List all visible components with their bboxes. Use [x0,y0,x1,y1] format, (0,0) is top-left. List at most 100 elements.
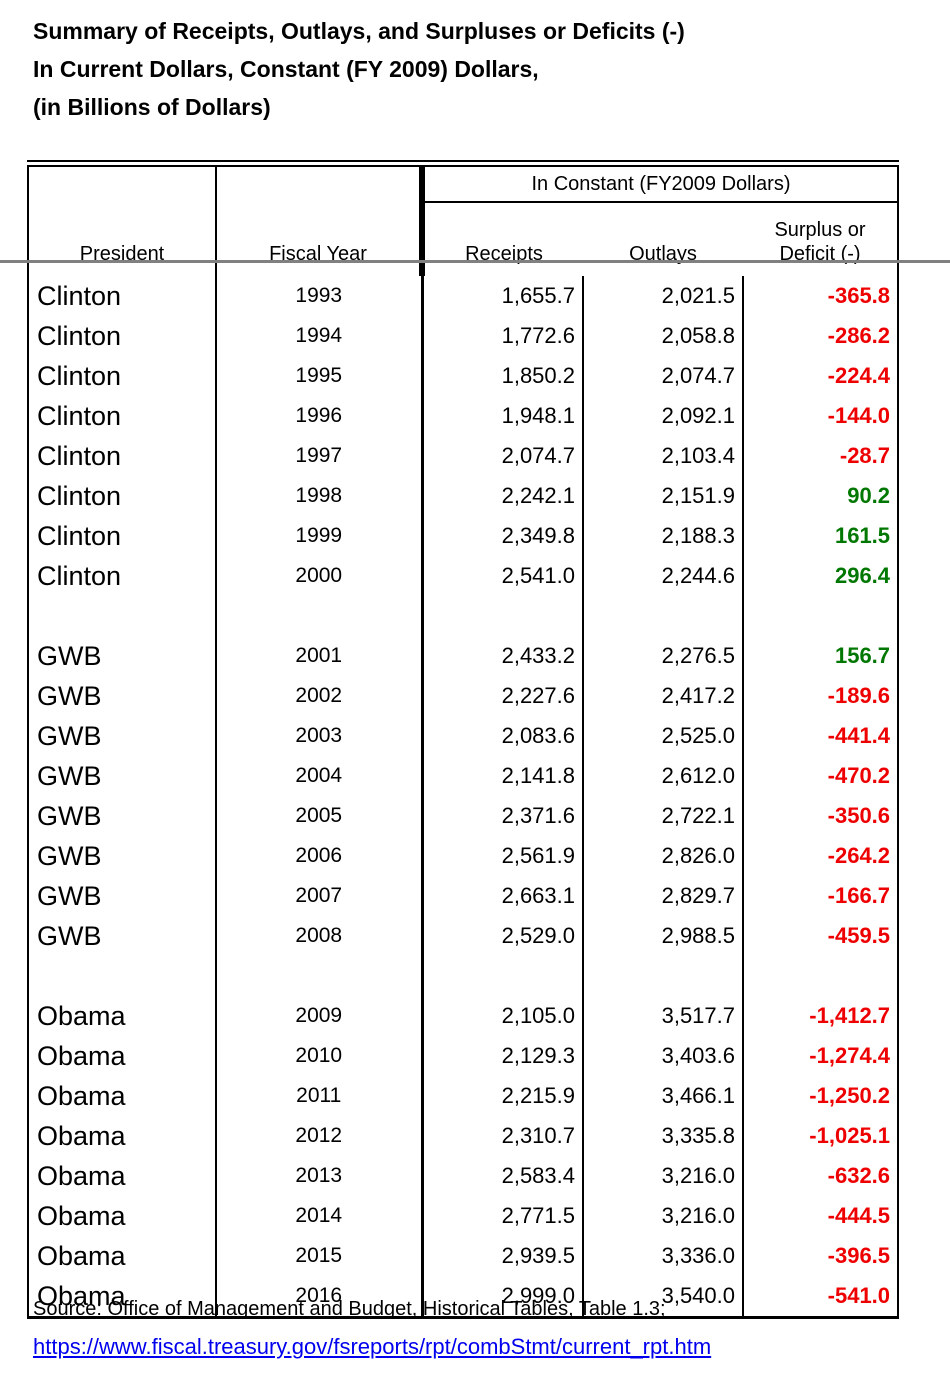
receipts-cell: 2,939.5 [420,1236,583,1276]
receipts-cell: 2,541.0 [420,556,583,596]
surplus-header-line-1: Surplus or [774,219,866,241]
year-cell: 1998 [215,476,422,516]
source-text: Source: Office of Management and Budget,… [33,1298,666,1320]
president-cell: Obama [37,1120,126,1151]
receipts-cell: 2,663.1 [420,876,583,916]
separator-row [28,956,899,996]
balance-cell: 90.2 [741,476,899,516]
outlays-cell: 3,403.6 [582,1036,743,1076]
title-line-1: Summary of Receipts, Outlays, and Surplu… [33,18,685,44]
separator-row [28,596,899,636]
receipts-cell: 2,242.1 [420,476,583,516]
year-cell [215,956,422,996]
source-link[interactable]: https://www.fiscal.treasury.gov/fsreport… [33,1334,712,1359]
balance-cell: -224.4 [741,356,899,396]
header-body-divider [0,260,950,263]
outlays-cell [582,956,743,996]
year-cell: 2002 [215,676,422,716]
outlays-cell: 2,612.0 [582,756,743,796]
year-cell: 2001 [215,636,422,676]
outlays-cell [582,596,743,636]
president-cell: GWB [37,760,102,791]
outlays-cell: 3,517.7 [582,996,743,1036]
receipts-cell: 1,948.1 [420,396,583,436]
year-cell: 1996 [215,396,422,436]
receipts-cell: 2,999.0 [420,1276,583,1318]
balance-cell: -396.5 [741,1236,899,1276]
president-cell: Clinton [37,560,122,591]
president-cell: Clinton [37,480,122,511]
president-cell: Obama [37,1080,126,1111]
president-cell: Obama [37,1000,126,1031]
balance-cell: -144.0 [741,396,899,436]
table-row: Clinton 1995 1,850.2 2,074.7 -224.4 [28,356,899,396]
balance-cell: 296.4 [741,556,899,596]
year-cell: 1994 [215,316,422,356]
page-title: Summary of Receipts, Outlays, and Surplu… [33,12,685,126]
balance-cell: -1,412.7 [741,996,899,1036]
year-cell: 2005 [215,796,422,836]
table-row: Obama 2013 2,583.4 3,216.0 -632.6 [28,1156,899,1196]
year-cell: 2000 [215,556,422,596]
year-cell: 2016 [215,1276,422,1318]
year-cell: 1997 [215,436,422,476]
table-row: Obama 2010 2,129.3 3,403.6 -1,274.4 [28,1036,899,1076]
outlays-cell: 2,092.1 [582,396,743,436]
year-cell: 2004 [215,756,422,796]
year-cell: 2014 [215,1196,422,1236]
table-body: Clinton 1993 1,655.7 2,021.5 -365.8 Clinton 19… [28,276,899,1318]
year-cell: 1993 [215,276,422,316]
outlays-cell: 3,336.0 [582,1236,743,1276]
table-row: Clinton 1996 1,948.1 2,092.1 -144.0 [28,396,899,436]
year-cell: 2013 [215,1156,422,1196]
outlays-cell: 2,244.6 [582,556,743,596]
title-line-2: In Current Dollars, Constant (FY 2009) D… [33,56,539,82]
table-row: GWB 2001 2,433.2 2,276.5 156.7 [28,636,899,676]
table-row: Obama 2012 2,310.7 3,335.8 -1,025.1 [28,1116,899,1156]
table-row: GWB 2007 2,663.1 2,829.7 -166.7 [28,876,899,916]
balance-cell: -264.2 [741,836,899,876]
outlays-cell: 2,525.0 [582,716,743,756]
table-header: President Fiscal Year In Constant (FY200… [28,163,899,276]
receipts-cell: 1,850.2 [420,356,583,396]
balance-cell: -632.6 [741,1156,899,1196]
outlays-cell: 3,216.0 [582,1196,743,1236]
receipts-cell: 1,655.7 [420,276,583,316]
table-row: Clinton 1993 1,655.7 2,021.5 -365.8 [28,276,899,316]
col-header-fiscal-year: Fiscal Year [215,163,422,276]
receipts-cell: 2,227.6 [420,676,583,716]
col-header-surplus-deficit: Surplus or Deficit (-) [743,202,898,276]
outlays-cell: 2,103.4 [582,436,743,476]
president-cell [28,956,216,996]
table-row: Clinton 1994 1,772.6 2,058.8 -286.2 [28,316,899,356]
table-row: Clinton 1999 2,349.8 2,188.3 161.5 [28,516,899,556]
receipts-cell: 2,561.9 [420,836,583,876]
table-row: Obama 2009 2,105.0 3,517.7 -1,412.7 [28,996,899,1036]
president-cell: Clinton [37,520,122,551]
receipts-cell: 1,772.6 [420,316,583,356]
table-row: GWB 2006 2,561.9 2,826.0 -264.2 [28,836,899,876]
surplus-header-line-2: Deficit (-) [779,243,861,265]
col-header-constant-dollars-group: In Constant (FY2009 Dollars) [418,163,899,203]
president-cell: GWB [37,800,102,831]
receipts-cell: 2,771.5 [420,1196,583,1236]
year-cell: 2012 [215,1116,422,1156]
table-row: Obama 2015 2,939.5 3,336.0 -396.5 [28,1236,899,1276]
year-cell: 2011 [215,1076,422,1116]
header-row-columns: Receipts Outlays Surplus or Deficit (-) [28,202,898,276]
year-cell: 2008 [215,916,422,956]
balance-cell: 161.5 [741,516,899,556]
outlays-cell: 3,216.0 [582,1156,743,1196]
outlays-cell: 2,829.7 [582,876,743,916]
president-cell: Obama [37,1240,126,1271]
president-cell: GWB [37,680,102,711]
outlays-cell: 2,151.9 [582,476,743,516]
table-row: GWB 2002 2,227.6 2,417.2 -189.6 [28,676,899,716]
table-row: Obama 2011 2,215.9 3,466.1 -1,250.2 [28,1076,899,1116]
president-cell: GWB [37,640,102,671]
table-row: Obama 2014 2,771.5 3,216.0 -444.5 [28,1196,899,1236]
header-row-group: President Fiscal Year In Constant (FY200… [28,163,899,276]
receipts-cell [420,596,583,636]
outlays-cell: 2,188.3 [582,516,743,556]
year-cell: 2003 [215,716,422,756]
